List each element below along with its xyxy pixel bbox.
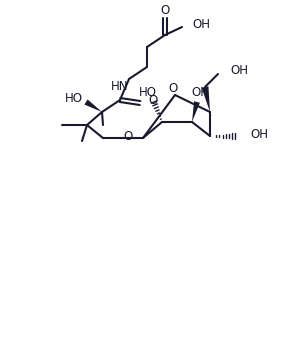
Text: OH: OH [230,64,248,76]
Text: O: O [160,4,170,17]
Polygon shape [202,86,210,112]
Polygon shape [84,100,102,112]
Text: HO: HO [65,92,83,105]
Text: OH: OH [191,85,209,99]
Text: O: O [123,131,133,143]
Text: HO: HO [139,85,157,99]
Text: OH: OH [250,129,268,141]
Text: OH: OH [192,18,210,32]
Text: O: O [148,95,157,107]
Polygon shape [192,101,200,122]
Text: O: O [168,82,177,95]
Text: HN: HN [111,80,129,92]
